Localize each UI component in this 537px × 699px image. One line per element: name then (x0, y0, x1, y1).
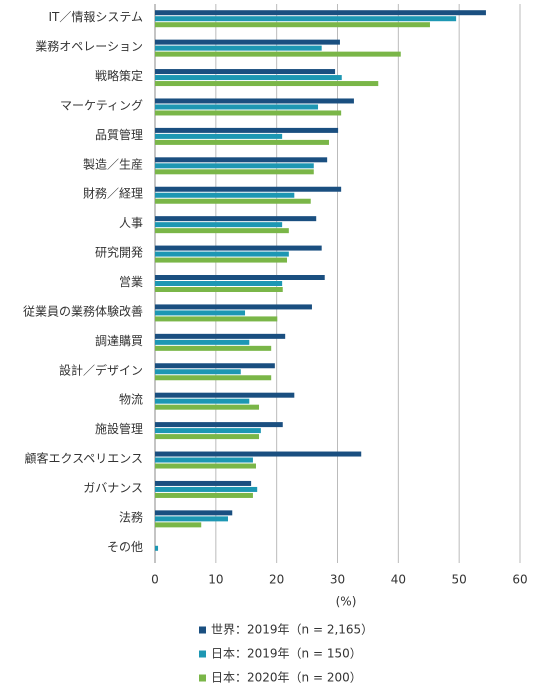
bar (155, 245, 322, 251)
bar (155, 375, 272, 381)
bar (155, 104, 319, 110)
y-tick-label: ガバナンス (83, 481, 143, 495)
bar (155, 75, 342, 81)
bar (155, 363, 275, 369)
bar (155, 98, 354, 104)
bar (155, 16, 457, 22)
bar (155, 251, 289, 257)
bar (155, 304, 312, 310)
bar (155, 163, 314, 169)
y-tick-label: 法務 (119, 510, 143, 524)
y-tick-label: 財務／経理 (83, 186, 143, 201)
y-tick-label: IT／情報システム (48, 10, 143, 24)
bar (155, 81, 379, 87)
y-tick-label: 製造／生産 (83, 156, 143, 171)
x-tick-label: 30 (330, 573, 345, 587)
bar (155, 133, 283, 139)
bar (155, 457, 253, 463)
y-tick-label: 物流 (119, 393, 143, 407)
bar (155, 345, 272, 351)
bar (155, 139, 329, 145)
bar (155, 369, 241, 375)
y-tick-label: 戦略策定 (95, 68, 143, 83)
y-tick-label: その他 (107, 540, 143, 554)
bar (155, 127, 339, 133)
bar (155, 316, 278, 322)
bar (155, 434, 260, 440)
bar (155, 422, 283, 428)
bar (155, 516, 228, 522)
x-tick-label: 50 (452, 573, 467, 587)
x-tick-label: 0 (151, 573, 159, 587)
y-tick-label: 品質管理 (95, 127, 143, 142)
bar (155, 310, 246, 316)
y-tick-label: 人事 (119, 216, 143, 230)
bar (155, 339, 250, 345)
bar (155, 392, 295, 398)
legend-swatch (199, 650, 206, 658)
bar (155, 22, 430, 28)
legend-label: 世界：2019年（n = 2,165） (211, 623, 373, 637)
bar (155, 69, 336, 75)
bar (155, 451, 362, 457)
legend-swatch (199, 626, 206, 634)
y-tick-label: 従業員の業務体験改善 (23, 303, 143, 318)
bar (155, 492, 253, 498)
y-tick-label: 顧客エクスペリエンス (24, 451, 143, 466)
y-tick-label: 業務オペレーション (35, 40, 143, 54)
x-tick-label: 60 (512, 573, 527, 587)
bar (155, 463, 256, 469)
bar (155, 275, 325, 280)
x-tick-label: 10 (208, 573, 223, 587)
bar (155, 281, 283, 286)
bar (155, 228, 289, 234)
bar (155, 428, 261, 434)
legend-swatch (199, 674, 206, 682)
bar (155, 110, 342, 116)
y-tick-label: 調達購買 (95, 334, 143, 348)
bar (155, 510, 233, 516)
bar (155, 169, 314, 175)
bar (155, 545, 159, 551)
bar (155, 192, 295, 198)
y-tick-label: マーケティング (60, 98, 143, 112)
bar (155, 257, 288, 263)
bar (155, 51, 401, 57)
y-tick-label: 営業 (119, 275, 143, 289)
bar (155, 404, 260, 410)
y-tick-label: 施設管理 (95, 421, 143, 436)
bar (155, 333, 286, 339)
bar (155, 39, 340, 45)
legend-label: 日本：2020年（n = 200） (211, 671, 362, 685)
bar (155, 522, 202, 528)
bar (155, 186, 342, 192)
bar (155, 157, 328, 163)
bar (155, 10, 486, 16)
bar (155, 486, 258, 492)
x-tick-label: 20 (269, 573, 284, 587)
bar (155, 222, 283, 228)
bar (155, 45, 322, 51)
bar (155, 216, 317, 222)
bar (155, 480, 252, 486)
x-tick-label: 40 (391, 573, 406, 587)
bar (155, 198, 311, 204)
legend-label: 日本：2019年（n = 150） (211, 647, 362, 661)
y-tick-label: 研究開発 (95, 245, 143, 260)
x-axis-label: (%) (336, 595, 357, 609)
y-tick-label: 設計／デザイン (59, 362, 143, 377)
bar (155, 287, 283, 292)
bar (155, 398, 250, 404)
